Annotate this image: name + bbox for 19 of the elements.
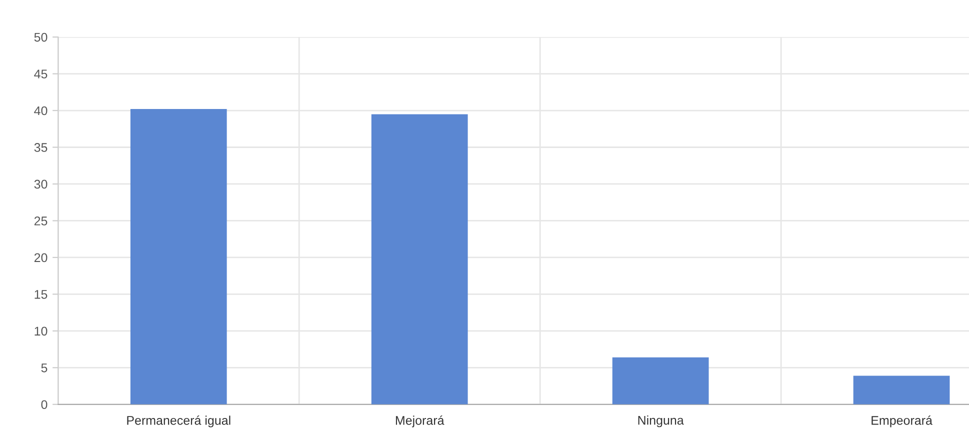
y-tick-label: 20	[34, 253, 48, 262]
y-tick-label: 45	[34, 70, 48, 78]
x-tick-label: Mejorará	[396, 416, 444, 428]
x-tick-label: Ninguna	[638, 416, 684, 428]
y-tick-label: 30	[34, 180, 48, 189]
bar	[612, 357, 709, 404]
y-tick-label: 10	[34, 326, 48, 336]
x-tick-label: Empeorará	[872, 416, 932, 428]
y-tick-label: 25	[34, 216, 48, 226]
bar	[853, 376, 950, 404]
y-tick-label: 40	[34, 106, 48, 116]
x-tick-label: Permanecerá igual	[127, 416, 230, 428]
y-tick-label: 5	[41, 364, 48, 372]
y-tick-label: 0	[41, 400, 48, 410]
bar	[130, 109, 227, 404]
y-tick-label: 15	[34, 290, 48, 299]
bar	[371, 114, 468, 404]
y-tick-label: 50	[34, 32, 48, 42]
y-tick-label: 35	[34, 143, 48, 152]
